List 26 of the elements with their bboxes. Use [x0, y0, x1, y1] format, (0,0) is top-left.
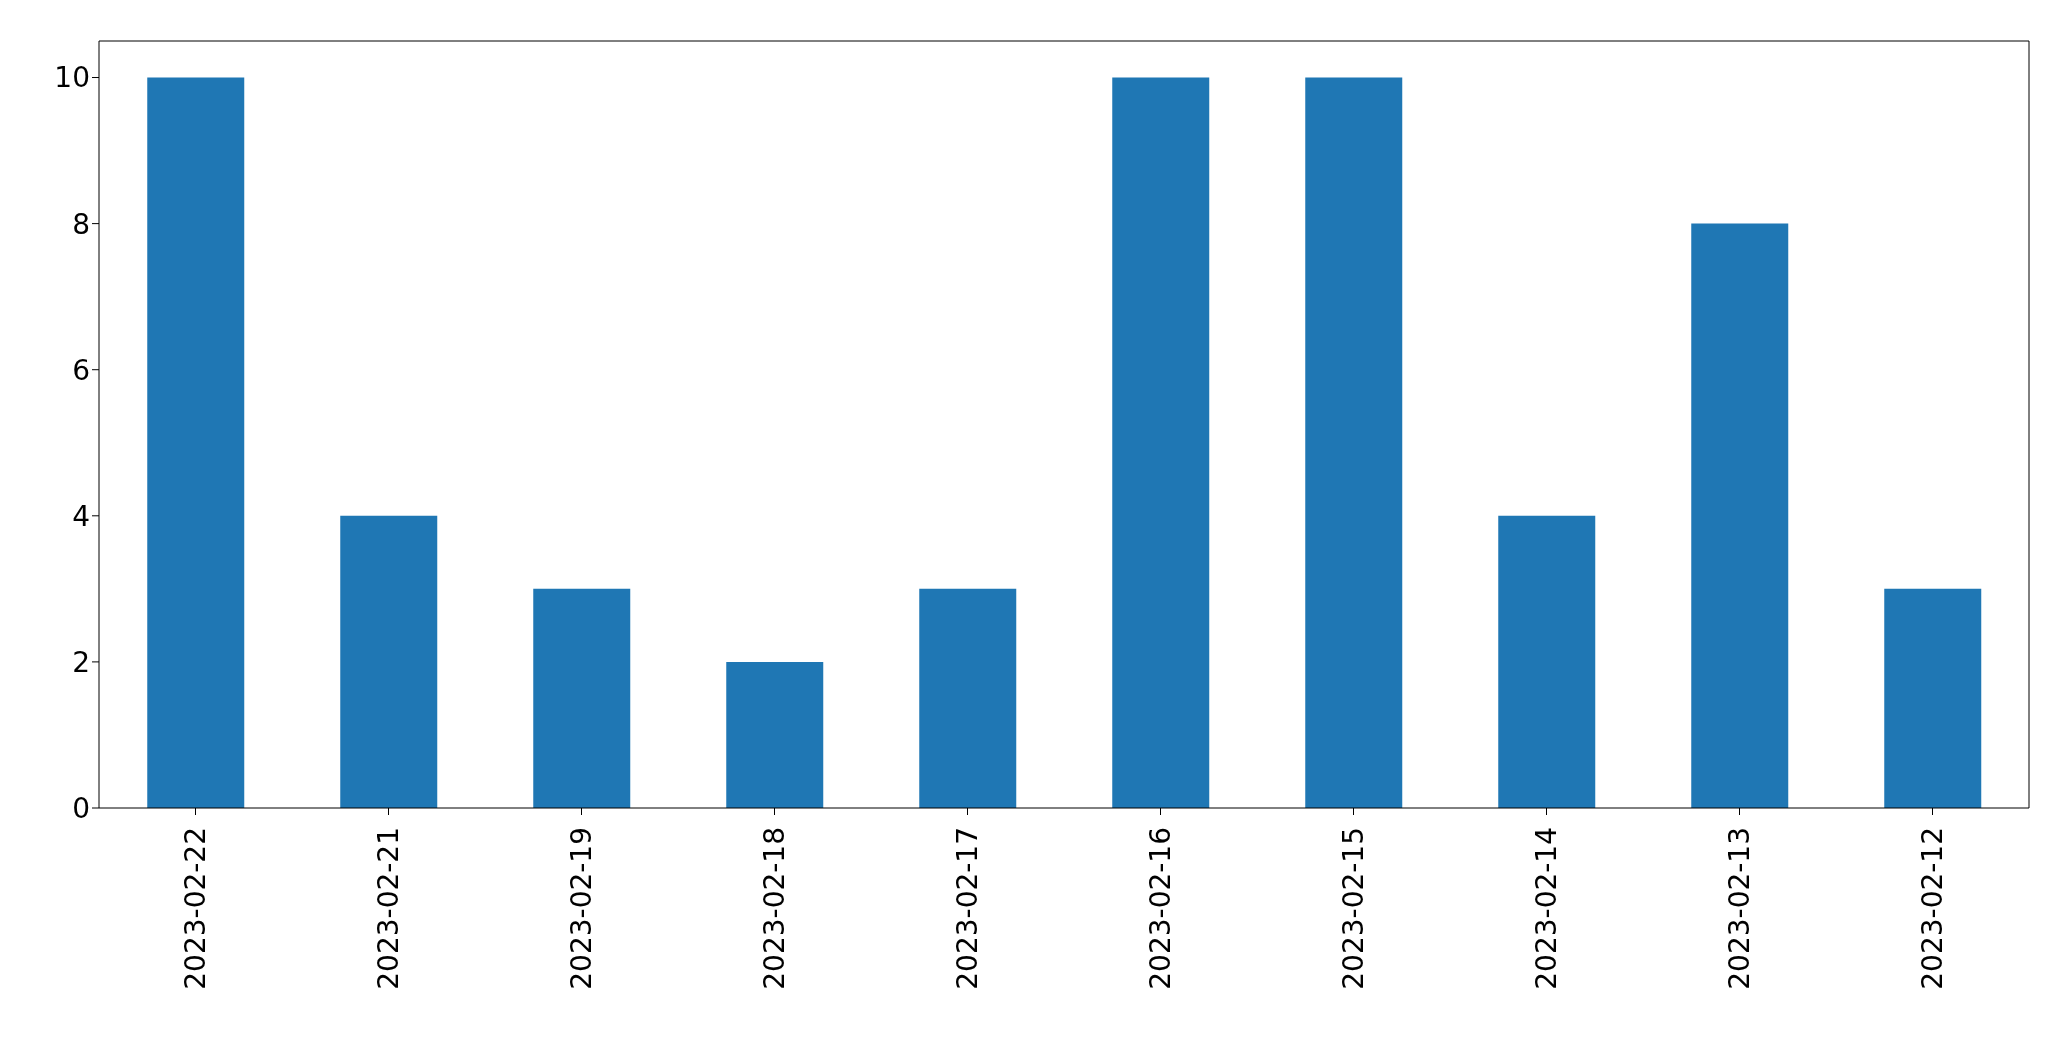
- bar: [533, 588, 631, 808]
- y-tick-label: 4: [72, 499, 90, 533]
- x-tick-label: 2023-02-19: [565, 827, 598, 990]
- x-tick-label: 2023-02-15: [1337, 827, 1370, 990]
- bar: [147, 77, 245, 808]
- bar: [1884, 588, 1982, 808]
- bar: [1691, 223, 1789, 808]
- y-tick-label: 2: [72, 645, 90, 679]
- y-tick-label: 10: [54, 61, 90, 95]
- x-tick-label: 2023-02-12: [1916, 827, 1949, 990]
- x-tick-label: 2023-02-13: [1723, 827, 1756, 990]
- bar: [726, 661, 824, 808]
- x-tick-label: 2023-02-18: [758, 827, 791, 990]
- bar: [1498, 515, 1596, 808]
- x-tick-label: 2023-02-17: [951, 827, 984, 990]
- bar: [1305, 77, 1403, 808]
- y-tick-label: 0: [72, 791, 90, 825]
- y-tick-label: 6: [72, 353, 90, 387]
- x-tick-label: 2023-02-16: [1144, 827, 1177, 990]
- bar: [1112, 77, 1210, 808]
- bar: [340, 515, 438, 808]
- y-tick-label: 8: [72, 207, 90, 241]
- x-tick-label: 2023-02-14: [1530, 827, 1563, 990]
- bar: [919, 588, 1017, 808]
- x-tick-label: 2023-02-21: [372, 827, 405, 990]
- x-tick-label: 2023-02-22: [179, 827, 212, 990]
